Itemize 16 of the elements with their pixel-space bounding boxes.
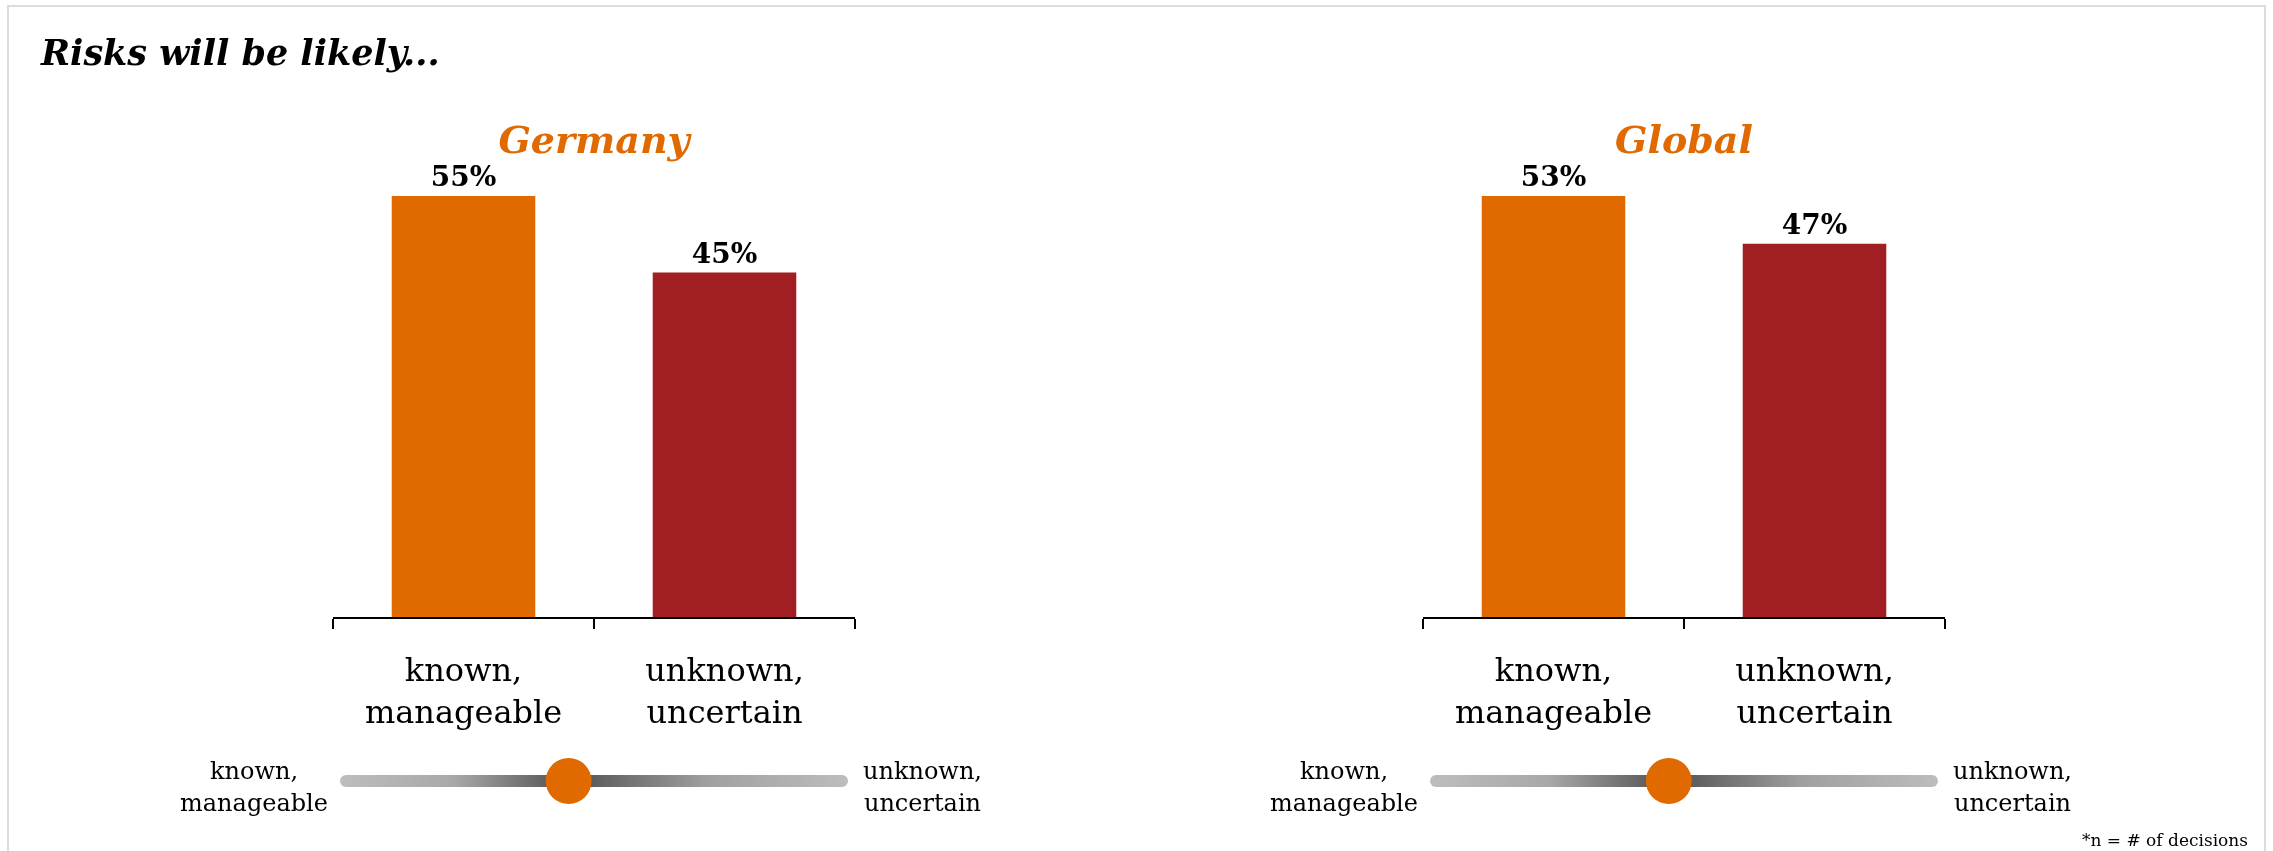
text: *n = # of decisions [2081,830,2248,850]
data-label: 55% [430,160,497,193]
data-label: 53% [1520,160,1587,193]
text: known, manageable [364,651,563,731]
data-label: 45% [691,236,758,270]
text: Risks will be likely... [41,32,440,73]
scale-end-label: unknown, uncertain [863,756,982,819]
data-label: 47% [1781,207,1848,241]
chart-title: Global [1615,117,1753,163]
scale-end-label: known, manageable [1270,756,1418,819]
chart-title: Germany [498,117,693,163]
text: unknown, uncertain [645,651,804,731]
text: known, manageable [1454,651,1653,731]
scale-end-label: unknown, uncertain [1953,756,2072,819]
text: unknown, uncertain [1735,651,1894,731]
scale-end-label: known, manageable [180,756,328,819]
